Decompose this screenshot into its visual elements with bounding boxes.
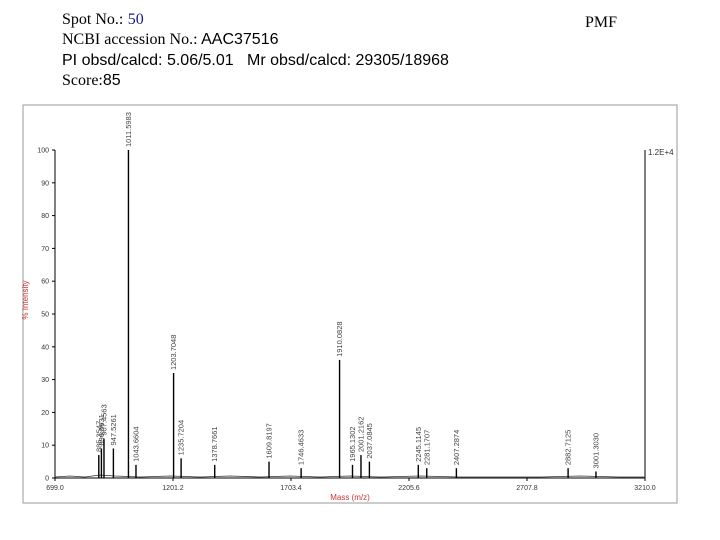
spot-line: Spot No.: 50: [62, 10, 144, 30]
peak-label: 907.4563: [99, 404, 108, 435]
x-tick-label: 699.0: [46, 485, 64, 492]
accession-label: NCBI accession No.:: [62, 31, 198, 48]
y-tick-label: 70: [41, 246, 49, 253]
x-tick-label: 2707.8: [516, 485, 538, 492]
y-tick-label: 20: [41, 410, 49, 417]
peak-label: 1011.5983: [124, 112, 133, 147]
peak-label: 2245.1145: [414, 427, 423, 462]
peak-label: 2407.2874: [452, 430, 461, 465]
y-tick-label: 10: [41, 443, 49, 450]
y-tick-label: 50: [41, 312, 49, 319]
x-tick-label: 2205.6: [398, 485, 420, 492]
peak-label: 2037.0845: [365, 423, 374, 458]
y-tick-label: 100: [37, 148, 49, 155]
peak-label: 1378.7661: [210, 426, 219, 461]
peak-label: 3001.3030: [591, 433, 600, 468]
peak-label: 896.5631: [97, 414, 106, 445]
peak-label: 1043.6604: [131, 426, 140, 461]
pi-mr: PI obsd/calcd: 5.06/5.01 Mr obsd/calcd: …: [62, 52, 449, 69]
y-axis-label: % Intensity: [21, 280, 30, 319]
x-tick-label: 1201.2: [162, 485, 184, 492]
y-tick-label: 0: [45, 476, 49, 483]
spot-number: 50: [127, 11, 144, 28]
x-tick-label: 3210.0: [634, 485, 656, 492]
spot-label: Spot No.:: [62, 11, 124, 28]
y-tick-label: 40: [41, 344, 49, 351]
score: 85: [102, 72, 121, 89]
x-tick-label: 1703.4: [280, 485, 302, 492]
accession-line: NCBI accession No.: AAC37516: [62, 30, 278, 50]
max-intensity: 1.2E+4: [648, 148, 674, 157]
score-line: Score:85: [62, 71, 121, 91]
y-tick-label: 30: [41, 377, 49, 384]
peak-label: 2001.2162: [356, 417, 365, 452]
peak-label: 1746.4633: [297, 430, 306, 465]
peak-label: 1965.1302: [348, 426, 357, 461]
peak-label: 1910.0828: [335, 321, 344, 356]
peak-label: 1235.7204: [177, 420, 186, 455]
method-tag: PMF: [585, 14, 618, 31]
accession: AAC37516: [201, 31, 279, 48]
score-label: Score:: [62, 72, 103, 89]
baseline-noise: [54, 474, 645, 478]
y-tick-label: 80: [41, 213, 49, 220]
peak-label: 1203.7048: [169, 335, 178, 370]
y-tick-label: 90: [41, 180, 49, 187]
peak-label: 1609.8197: [265, 423, 274, 458]
chart-frame: [22, 104, 678, 504]
y-tick-label: 60: [41, 279, 49, 286]
peak-label: 2281.1707: [422, 430, 431, 465]
peak-label: 947.5261: [109, 414, 118, 445]
peak-label: 2882.7125: [564, 430, 573, 465]
peak-label: 885.3547: [94, 421, 103, 452]
x-axis-label: Mass (m/z): [330, 493, 370, 502]
